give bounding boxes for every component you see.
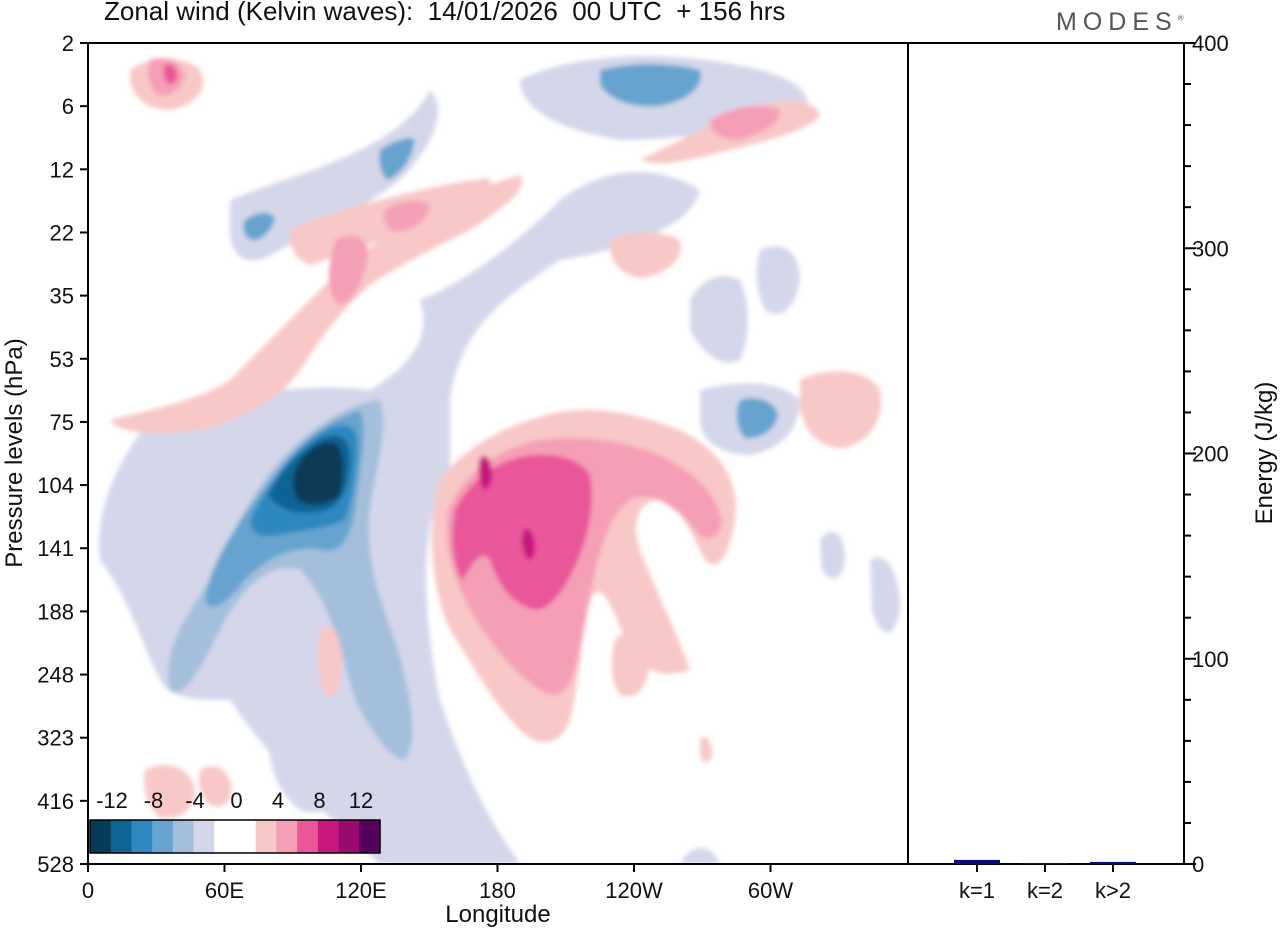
k-tick-label: k=2 xyxy=(1027,878,1063,903)
colorbar-swatch xyxy=(214,820,236,853)
colorbar-label: 12 xyxy=(349,788,373,813)
y-tick-label: 141 xyxy=(37,536,74,561)
longitude-axis: 0 60E 120E 180 120W 60W xyxy=(82,864,793,903)
positive-band xyxy=(144,765,195,819)
y-tick-label: 75 xyxy=(50,410,74,435)
positive-band xyxy=(700,736,712,763)
positive-anomaly xyxy=(709,105,781,140)
colorbar-frame xyxy=(89,819,381,854)
chart-title: Zonal wind (Kelvin waves): 14/01/2026 00… xyxy=(104,0,786,26)
colorbar-swatch xyxy=(235,820,257,853)
colorbar-swatch xyxy=(359,820,381,853)
positive-band xyxy=(317,626,342,697)
y-tick-label: 2 xyxy=(62,31,74,56)
wind-anomaly-contours xyxy=(99,56,900,864)
energy-bars xyxy=(954,859,1136,864)
y-tick-label: 416 xyxy=(37,789,74,814)
colorbar-swatch xyxy=(172,820,195,853)
y-tick-label: 188 xyxy=(37,599,74,624)
colorbar-swatch xyxy=(90,820,112,853)
colorbar-label: 8 xyxy=(313,788,325,813)
x-tick-label: 120E xyxy=(335,878,386,903)
y-tick-label: 104 xyxy=(37,473,74,498)
x-tick-label: 180 xyxy=(479,878,516,903)
negative-anomaly xyxy=(243,212,275,241)
x-tick-label: 60E xyxy=(205,878,244,903)
negative-anomaly xyxy=(736,398,778,439)
bar-panel-frame xyxy=(907,42,1185,865)
y-tick-label: 22 xyxy=(50,220,74,245)
y-tick-label: 53 xyxy=(50,347,74,372)
positive-core xyxy=(478,456,492,490)
x-axis-title: Longitude xyxy=(445,901,550,928)
positive-anomaly xyxy=(328,235,368,305)
colorbar-label: -12 xyxy=(96,788,128,813)
k-tick-label: k=1 xyxy=(959,878,995,903)
modes-logo: MODES® xyxy=(1056,8,1184,37)
positive-band xyxy=(800,371,881,449)
negative-core xyxy=(293,442,344,505)
x-tick-label: 0 xyxy=(82,878,94,903)
registered-mark: ® xyxy=(1177,13,1184,23)
negative-band xyxy=(268,712,343,813)
y-tick-label: 528 xyxy=(37,852,74,877)
negative-band xyxy=(230,90,439,261)
y-tick-label: 248 xyxy=(37,663,74,688)
wavenumber-axis: k=1 k=2 k>2 xyxy=(959,864,1131,903)
positive-anomaly xyxy=(452,454,592,610)
colorbar-label: -4 xyxy=(185,788,205,813)
y-axis-title: Pressure levels (hPa) xyxy=(1,338,28,567)
colorbar-swatch xyxy=(317,820,340,853)
colorbar-label: 0 xyxy=(230,788,242,813)
colorbar-label: -8 xyxy=(144,788,164,813)
energy-axis-title: Energy (J/kg) xyxy=(1251,382,1278,525)
colorbar-swatch xyxy=(110,820,133,853)
energy-bar xyxy=(1022,862,1068,864)
kelvin-wave-heatmap xyxy=(88,43,908,864)
negative-band xyxy=(690,276,748,363)
energy-tick-label: 100 xyxy=(1192,647,1229,672)
colorbar-swatch xyxy=(255,820,278,853)
negative-band xyxy=(680,847,720,864)
energy-bar xyxy=(1090,861,1136,864)
positive-core xyxy=(521,528,536,560)
y-tick-label: 12 xyxy=(50,157,74,182)
energy-tick-label: 0 xyxy=(1192,852,1204,877)
colorbar-label: 4 xyxy=(272,788,284,813)
colorbar-swatch xyxy=(297,820,319,853)
positive-core xyxy=(163,64,178,85)
negative-band xyxy=(756,246,800,314)
x-tick-label: 120W xyxy=(605,878,663,903)
k-tick-label: k>2 xyxy=(1095,878,1131,903)
positive-anomaly xyxy=(383,200,430,232)
energy-axis: 0 100 200 300 400 xyxy=(1184,31,1229,877)
energy-tick-label: 200 xyxy=(1192,442,1229,467)
colorbar-swatch xyxy=(276,820,298,853)
y-tick-label: 323 xyxy=(37,726,74,751)
energy-bar-chart: 0 100 200 300 400 k=1 k=2 k>2 xyxy=(907,31,1229,903)
y-tick-label: 6 xyxy=(62,94,74,119)
x-tick-label: 60W xyxy=(748,878,793,903)
negative-anomaly xyxy=(600,64,701,107)
colorbar-swatch xyxy=(152,820,174,853)
y-tick-label: 35 xyxy=(50,284,74,309)
colorbar-swatch xyxy=(193,820,215,853)
positive-band xyxy=(198,766,232,807)
colorbar: -12 -8 -4 0 4 8 12 xyxy=(89,788,381,854)
positive-band xyxy=(609,232,681,278)
negative-band xyxy=(99,171,700,864)
pressure-axis: 2 6 12 22 35 53 75 104 141 188 248 323 416 528 xyxy=(37,31,88,877)
positive-band xyxy=(110,175,522,433)
energy-bar xyxy=(954,859,1000,864)
negative-band xyxy=(870,557,900,633)
negative-anomaly xyxy=(379,138,415,180)
negative-band xyxy=(820,531,845,579)
logo-text: MODES xyxy=(1056,8,1178,36)
energy-tick-label: 400 xyxy=(1192,31,1229,56)
colorbar-swatch xyxy=(131,820,153,853)
energy-tick-label: 300 xyxy=(1192,236,1229,261)
colorbar-swatch xyxy=(338,820,360,853)
